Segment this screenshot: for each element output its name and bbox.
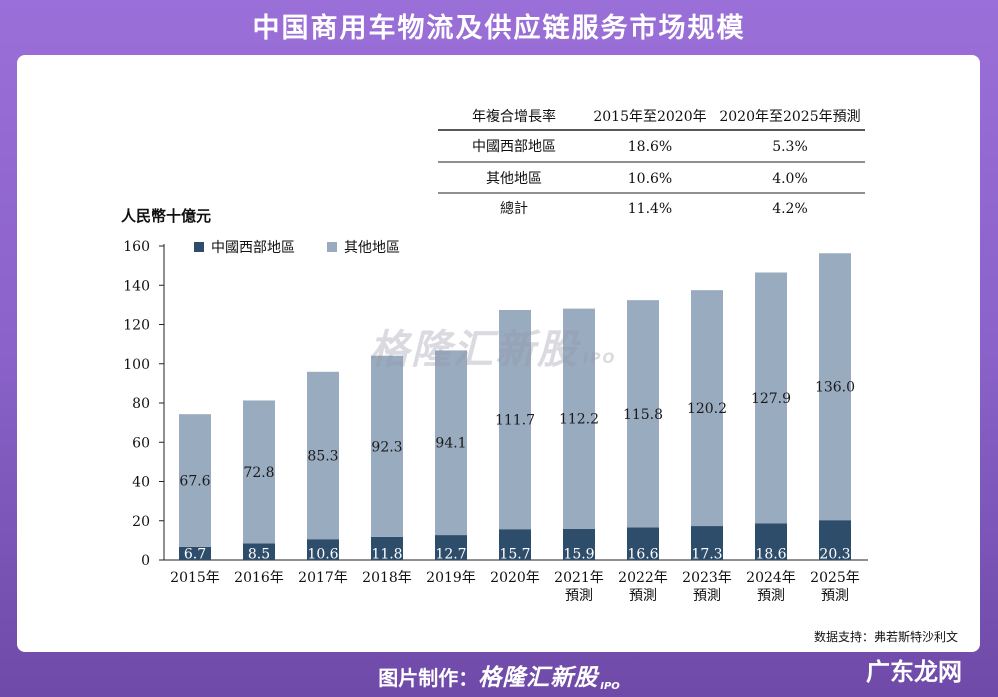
legend-label: 其他地區 <box>344 240 400 256</box>
table-header-cell: 2015年至2020年 <box>593 109 706 125</box>
x-tick-label: 2025年 <box>810 570 860 586</box>
y-tick-label: 80 <box>132 396 150 412</box>
data-label: 17.3 <box>691 547 722 563</box>
x-tick-label: 2017年 <box>298 570 348 586</box>
bar-other <box>691 290 723 527</box>
data-label: 15.9 <box>563 547 594 563</box>
watermark-text: 格隆汇新股 <box>369 327 579 373</box>
bar-other <box>243 400 275 544</box>
bar-other <box>819 253 851 521</box>
y-tick-label: 160 <box>123 239 150 255</box>
bar-other <box>179 414 211 547</box>
bar-west <box>243 543 275 560</box>
y-tick-label: 140 <box>123 278 150 294</box>
x-tick-label: 預測 <box>757 588 785 604</box>
bar-west <box>627 527 659 560</box>
x-tick-label: 預測 <box>821 588 849 604</box>
data-label: 85.3 <box>307 448 338 464</box>
footer: 图片制作：格隆汇新股 IPO <box>0 658 998 694</box>
bar-west <box>755 523 787 560</box>
bar-other <box>563 308 595 529</box>
data-label: 111.7 <box>495 413 535 429</box>
table-cell: 11.4% <box>628 201 672 217</box>
x-tick-label: 2016年 <box>234 570 284 586</box>
data-label: 115.8 <box>623 407 663 423</box>
x-tick-label: 2022年 <box>618 570 668 586</box>
table-cell: 4.2% <box>772 201 808 217</box>
y-tick-label: 120 <box>123 318 150 334</box>
x-tick-label: 2023年 <box>682 570 732 586</box>
bar-west <box>563 528 595 560</box>
x-tick-label: 2020年 <box>490 570 540 586</box>
x-tick-label: 2024年 <box>746 570 796 586</box>
y-tick-label: 100 <box>123 357 150 373</box>
data-label: 15.7 <box>499 547 530 563</box>
bar-other <box>627 300 659 528</box>
table-cell: 總計 <box>500 200 528 217</box>
footer-brand: 格隆汇新股 <box>478 665 599 691</box>
data-label: 120.2 <box>687 401 727 417</box>
y-tick-label: 40 <box>132 475 150 491</box>
table-cell: 其他地區 <box>486 171 542 187</box>
watermark: 格隆汇新股 IPO <box>369 317 616 375</box>
footer-ipo: IPO <box>600 681 620 692</box>
x-tick-label: 2021年 <box>554 570 604 586</box>
bar-other <box>499 309 531 530</box>
legend-swatch <box>327 242 337 252</box>
bar-west <box>499 529 531 560</box>
data-label: 136.0 <box>815 380 855 396</box>
x-tick-label: 2019年 <box>426 570 476 586</box>
data-label: 6.7 <box>184 547 206 563</box>
footer-prefix: 图片制作： <box>378 666 479 690</box>
table-cell: 10.6% <box>628 171 672 187</box>
table-cell: 18.6% <box>628 139 672 155</box>
data-label: 94.1 <box>435 436 466 452</box>
data-label: 18.6 <box>755 547 786 563</box>
bar-west <box>179 546 211 560</box>
source-note: 数据支持：弗若斯特沙利文 <box>813 630 958 644</box>
x-tick-label: 2018年 <box>362 570 412 586</box>
data-label: 72.8 <box>243 465 274 481</box>
bar-west <box>819 520 851 560</box>
data-label: 20.3 <box>819 547 850 563</box>
data-label: 10.6 <box>307 547 338 563</box>
data-label: 92.3 <box>371 439 402 455</box>
bar-west <box>371 536 403 560</box>
data-label: 8.5 <box>248 547 270 563</box>
bar-other <box>435 350 467 536</box>
bar-west <box>691 526 723 560</box>
y-tick-label: 60 <box>132 435 150 451</box>
bar-west <box>435 535 467 560</box>
x-tick-label: 預測 <box>565 588 593 604</box>
table-cell: 中國西部地區 <box>472 139 556 155</box>
legend-label: 中國西部地區 <box>211 240 295 256</box>
chart-card: 年複合增長率 2015年至2020年 2020年至2025年預測中國西部地區 18.6… <box>17 55 980 652</box>
y-tick-label: 0 <box>141 553 150 569</box>
x-tick-label: 2015年 <box>170 570 220 586</box>
data-label: 16.6 <box>627 547 658 563</box>
watermark-ipo: IPO <box>583 351 617 367</box>
table-cell: 4.0% <box>772 171 808 187</box>
table-header-cell: 年複合增長率 <box>472 108 556 125</box>
data-label: 11.8 <box>371 547 402 563</box>
y-tick-label: 20 <box>132 514 150 530</box>
data-label: 12.7 <box>435 547 466 563</box>
x-tick-label: 預測 <box>693 588 721 604</box>
y-axis-label: 人民幣十億元 <box>121 207 211 225</box>
table-header-cell: 2020年至2025年預測 <box>719 109 860 125</box>
data-label: 67.6 <box>179 474 210 490</box>
x-tick-label: 預測 <box>629 588 657 604</box>
table-cell: 5.3% <box>772 139 808 155</box>
bar-west <box>307 539 339 560</box>
legend-swatch <box>194 242 204 252</box>
corner-mark: 广东龙网 <box>866 658 962 686</box>
data-label: 127.9 <box>751 391 791 407</box>
data-label: 112.2 <box>559 412 599 428</box>
bar-other <box>755 272 787 524</box>
bar-other <box>307 371 339 540</box>
page-title: 中国商用车物流及供应链服务市场规模 <box>252 13 746 44</box>
bar-other <box>371 355 403 537</box>
